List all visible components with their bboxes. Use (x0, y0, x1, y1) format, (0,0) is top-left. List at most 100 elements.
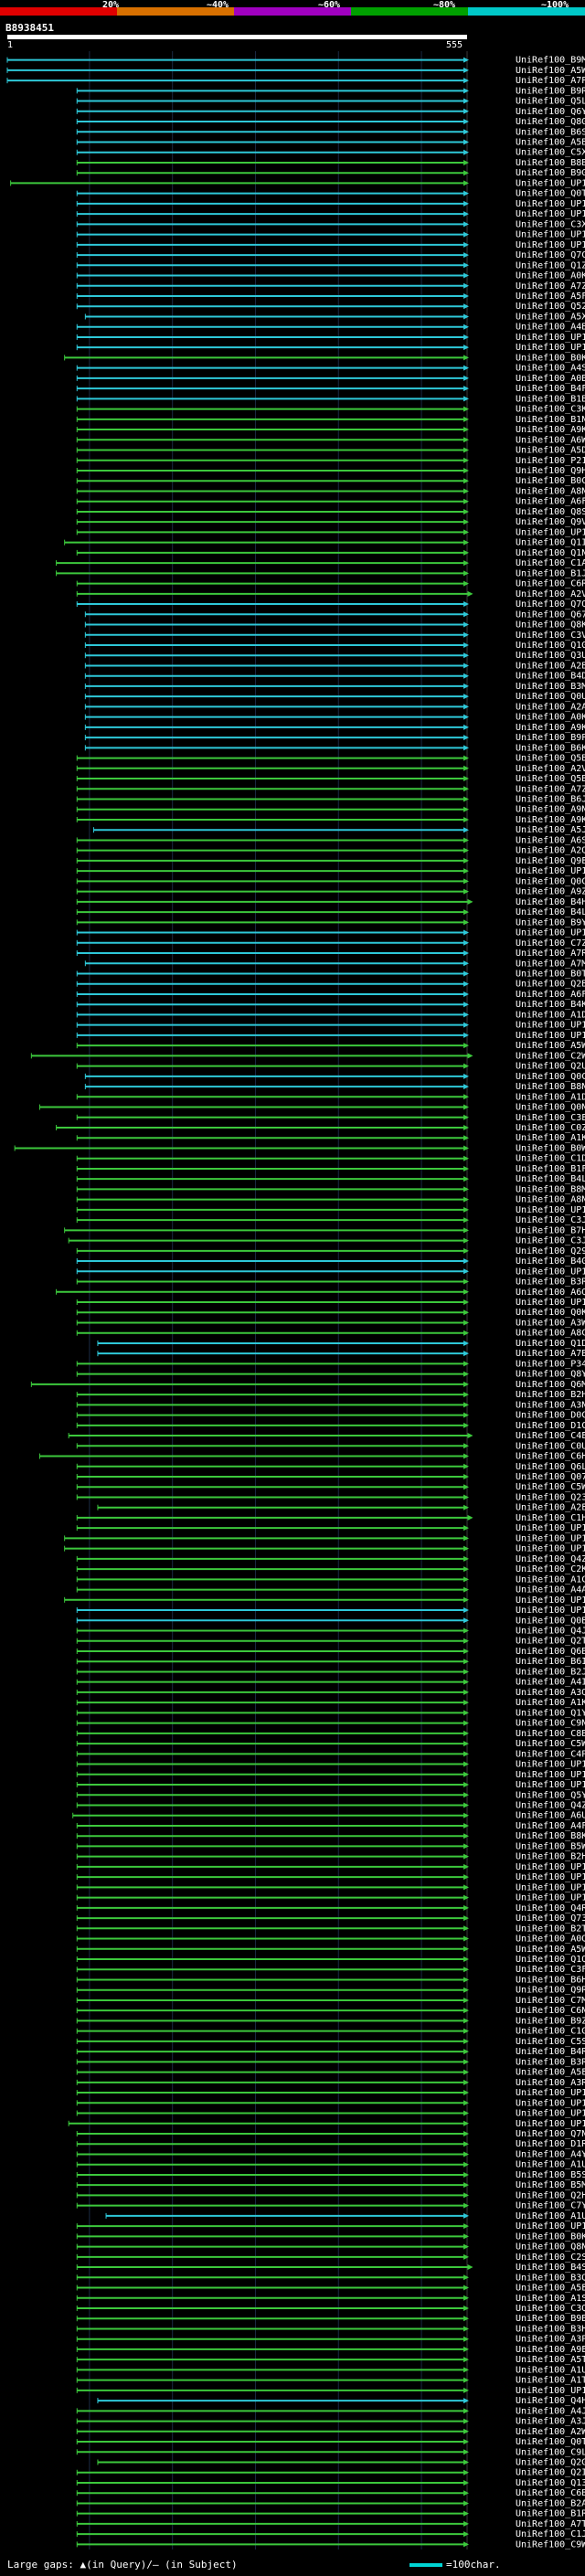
hit-label[interactable]: UniRef100_B9MS16 (516, 56, 585, 66)
hit-label[interactable]: UniRef100_UP1000.. (516, 2109, 585, 2119)
hit-label[interactable]: UniRef100_B9GOZ1 (516, 168, 585, 178)
hit-label[interactable]: UniRef100_Q1I8B1 (516, 538, 585, 548)
hit-label[interactable]: UniRef100_B2A694 (516, 2498, 585, 2508)
hit-label[interactable]: UniRef100_A4ITX1 (516, 1678, 585, 1688)
hit-label[interactable]: UniRef100_D0C8C8 (516, 1411, 585, 1421)
hit-label[interactable]: UniRef100_A1DEU0 (516, 1010, 585, 1020)
hit-label[interactable]: UniRef100_Q0UFN4 (516, 692, 585, 702)
hit-label[interactable]: UniRef100_C3JYF2 (516, 1215, 585, 1225)
hit-label[interactable]: UniRef100_C1H0O9 (516, 1513, 585, 1523)
hit-label[interactable]: UniRef100_A5XUZ0 (516, 312, 585, 322)
hit-label[interactable]: UniRef100_A2V348 (516, 589, 585, 599)
hit-label[interactable]: UniRef100_A6SBW7 (516, 835, 585, 845)
hit-label[interactable]: UniRef100_UP1000.. (516, 240, 585, 250)
hit-label[interactable]: UniRef100_D1RRQ4 (516, 2139, 585, 2149)
hit-label[interactable]: UniRef100_B5S7V5 (516, 2170, 585, 2180)
hit-label[interactable]: UniRef100_UP1000.. (516, 178, 585, 188)
hit-label[interactable]: UniRef100_B6SMD3 (516, 127, 585, 137)
hit-label[interactable]: UniRef100_A0KRD6 (516, 713, 585, 723)
hit-label[interactable]: UniRef100_Q52LT1 (516, 302, 585, 312)
hit-label[interactable]: UniRef100_A5FYP2 (516, 292, 585, 302)
hit-label[interactable]: UniRef100_A4FQ75 (516, 1821, 585, 1831)
hit-label[interactable]: UniRef100_A3NFF9 (516, 1400, 585, 1410)
hit-label[interactable]: UniRef100_B0TMU2 (516, 969, 585, 979)
hit-label[interactable]: UniRef100_C3QFR2 (516, 2304, 585, 2314)
hit-label[interactable]: UniRef100_B4FE19 (516, 384, 585, 394)
hit-label[interactable]: UniRef100_A5W1L1 (516, 1041, 585, 1051)
hit-label[interactable]: UniRef100_Q9V9H7 (516, 517, 585, 527)
hit-label[interactable]: UniRef100_C8B9P9 (516, 1729, 585, 1739)
hit-label[interactable]: UniRef100_UP1000.. (516, 1770, 585, 1780)
hit-label[interactable]: UniRef100_A9NCU7 (516, 805, 585, 815)
hit-label[interactable]: UniRef100_A2AUC6 (516, 702, 585, 712)
hit-label[interactable]: UniRef100_Q3ULD5 (516, 651, 585, 661)
hit-label[interactable]: UniRef100_B1J6R0 (516, 568, 585, 578)
hit-label[interactable]: UniRef100_UP1000.. (516, 527, 585, 537)
hit-label[interactable]: UniRef100_A0QDB4 (516, 1935, 585, 1945)
hit-label[interactable]: UniRef100_Q5LDD8 (516, 97, 585, 107)
hit-label[interactable]: UniRef100_B5MMF8 (516, 2180, 585, 2190)
hit-label[interactable]: UniRef100_A1ULM7 (516, 2211, 585, 2221)
hit-label[interactable]: UniRef100_B8MCL4 (516, 1184, 585, 1194)
hit-label[interactable]: UniRef100_A9ZHC8 (516, 887, 585, 897)
hit-label[interactable]: UniRef100_A5D8F1 (516, 446, 585, 456)
hit-label[interactable]: UniRef100_Q8SXT5 (516, 507, 585, 517)
hit-label[interactable]: UniRef100_B2HLS3 (516, 1852, 585, 1862)
hit-label[interactable]: UniRef100_UP1000.. (516, 928, 585, 938)
hit-label[interactable]: UniRef100_C9LCE0 (516, 2447, 585, 2457)
hit-label[interactable]: UniRef100_A3RR42 (516, 2078, 585, 2088)
hit-label[interactable]: UniRef100_B3QKG0 (516, 2273, 585, 2283)
hit-label[interactable]: UniRef100_C3XNU0 (516, 219, 585, 229)
hit-label[interactable]: UniRef100_Q6BM50 (516, 1647, 585, 1657)
hit-label[interactable]: UniRef100_Q2G7U0 (516, 2458, 585, 2468)
hit-label[interactable]: UniRef100_C6BV89 (516, 2488, 585, 2498)
hit-label[interactable]: UniRef100_B4LK16 (516, 907, 585, 917)
hit-label[interactable]: UniRef100_Q7QCQ8 (516, 599, 585, 610)
hit-label[interactable]: UniRef100_Q1QYM5 (516, 1955, 585, 1965)
hit-label[interactable]: UniRef100_A9KVT5 (516, 723, 585, 733)
hit-label[interactable]: UniRef100_B9Y445 (516, 917, 585, 928)
hit-label[interactable]: UniRef100_B0K1L7 (516, 2231, 585, 2242)
hit-label[interactable]: UniRef100_UP1000.. (516, 866, 585, 876)
hit-label[interactable]: UniRef100_B3HY48 (516, 2324, 585, 2334)
hit-label[interactable]: UniRef100_UP1000.. (516, 2221, 585, 2231)
hit-label[interactable]: UniRef100_A2EW1P (516, 1503, 585, 1513)
hit-label[interactable]: UniRef100_C3JJ60 (516, 1236, 585, 1246)
hit-label[interactable]: UniRef100_B8KNS1 (516, 1831, 585, 1841)
hit-label[interactable]: UniRef100_C2WHZ8 (516, 1051, 585, 1061)
hit-label[interactable]: UniRef100_A5WDE2 (516, 1945, 585, 1955)
hit-label[interactable]: UniRef100_A4YU77 (516, 2149, 585, 2159)
hit-label[interactable]: UniRef100_A1KR31 (516, 1133, 585, 1143)
hit-label[interactable]: UniRef100_A7Z7S0 (516, 784, 585, 794)
hit-label[interactable]: UniRef100_UP1000.. (516, 1595, 585, 1606)
hit-label[interactable]: UniRef100_Q4HIS2 (516, 2396, 585, 2406)
hit-label[interactable]: UniRef100_Q9HEC0 (516, 466, 585, 476)
hit-label[interactable]: UniRef100_B1FSC8 (516, 1164, 585, 1174)
hit-label[interactable]: UniRef100_Q4JTY3 (516, 1627, 585, 1637)
hit-label[interactable]: UniRef100_B3R1B7 (516, 2057, 585, 2067)
hit-label[interactable]: UniRef100_B4HY47 (516, 897, 585, 907)
hit-label[interactable]: UniRef100_C6N2U1 (516, 2006, 585, 2016)
hit-label[interactable]: UniRef100_UP1000.. (516, 1021, 585, 1031)
hit-label[interactable]: UniRef100_A7T0F9 (516, 2519, 585, 2529)
hit-label[interactable]: UniRef100_B5W846 (516, 1841, 585, 1851)
hit-label[interactable]: UniRef100_Q7NX85 (516, 2129, 585, 2139)
hit-label[interactable]: UniRef100_UP1000.. (516, 1606, 585, 1616)
hit-label[interactable]: UniRef100_C1GJQ4 (516, 2027, 585, 2037)
hit-label[interactable]: UniRef100_A1KLJ7 (516, 1698, 585, 1708)
hit-label[interactable]: UniRef100_A7Z0B5 (516, 281, 585, 292)
hit-label[interactable]: UniRef100_A1TSU9 (516, 2376, 585, 2386)
hit-label[interactable]: UniRef100_A4JJM9 (516, 2406, 585, 2416)
hit-label[interactable]: UniRef100_B1RN84 (516, 2509, 585, 2519)
hit-label[interactable]: UniRef100_B6IQU4 (516, 1657, 585, 1667)
hit-label[interactable]: UniRef100_B8NUG6 (516, 1082, 585, 1092)
hit-label[interactable]: UniRef100_Q2HAJ9 (516, 2190, 585, 2200)
hit-label[interactable]: UniRef100_Q1ZM00 (516, 260, 585, 270)
hit-label[interactable]: UniRef100_A1DAG6 (516, 1092, 585, 1102)
hit-label[interactable]: UniRef100_B3RMJ9 (516, 1277, 585, 1288)
hit-label[interactable]: UniRef100_Q6YZ75 (516, 107, 585, 117)
hit-label[interactable]: UniRef100_A3WT34 (516, 1318, 585, 1328)
hit-label[interactable]: UniRef100_A1CG68 (516, 1574, 585, 1585)
hit-label[interactable]: UniRef100_UP1000.. (516, 199, 585, 209)
hit-label[interactable]: UniRef100_A2VD97 (516, 764, 585, 774)
